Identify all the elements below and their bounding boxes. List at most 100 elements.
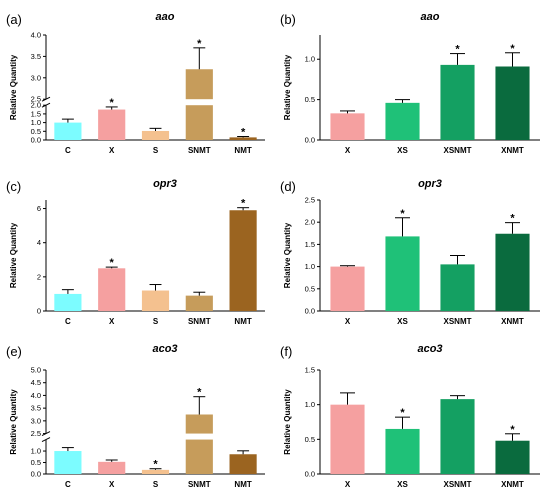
x-tick-label: SNMT (188, 480, 211, 489)
significance-marker: * (400, 208, 405, 220)
significance-marker: * (510, 43, 515, 55)
chart-title: opr3 (418, 178, 442, 190)
bar (185, 295, 213, 311)
y-tick-label: 2.5 (305, 196, 315, 205)
significance-marker: * (455, 44, 460, 56)
x-tick-label: X (109, 480, 115, 489)
chart-title: aao (156, 11, 175, 23)
y-tick-label: 1.0 (31, 118, 41, 127)
bar (385, 236, 420, 311)
x-tick-label: XSNMT (444, 317, 472, 326)
y-tick-label: 1.5 (31, 109, 41, 118)
y-tick-label: 0.5 (305, 435, 315, 444)
panel-c: (c) opr3 Relative Quantity 0 2 4 6 C * X S SNMT * NMT (6, 178, 265, 326)
y-tick-label: 4.0 (31, 391, 41, 400)
y-tick-label: 0.5 (305, 95, 315, 104)
x-tick-label: C (65, 146, 71, 155)
significance-marker: * (197, 387, 202, 399)
x-tick-label: NMT (234, 317, 251, 326)
bar (229, 137, 257, 140)
x-tick-label: XNMT (501, 480, 524, 489)
significance-marker: * (510, 213, 515, 225)
bar (495, 440, 530, 474)
x-tick-label: X (345, 146, 351, 155)
bar (54, 122, 82, 140)
bar (440, 264, 475, 311)
y-tick-label: 0.0 (305, 136, 315, 145)
bar (54, 293, 82, 311)
y-tick-label: 4.0 (31, 31, 41, 40)
x-tick-label: C (65, 317, 71, 326)
x-tick-label: S (153, 146, 159, 155)
y-tick-label: 3.0 (31, 416, 41, 425)
bar (440, 399, 475, 474)
y-tick-label: 1.5 (305, 366, 315, 375)
x-tick-label: S (153, 480, 159, 489)
bar (440, 64, 475, 140)
significance-marker: * (400, 407, 405, 419)
chart-title: opr3 (153, 178, 177, 190)
y-tick-label: 1.0 (305, 400, 315, 409)
x-tick-label: C (65, 480, 71, 489)
bar (229, 210, 257, 311)
x-tick-label: SNMT (188, 146, 211, 155)
x-tick-label: XSNMT (444, 480, 472, 489)
bar (98, 109, 126, 140)
y-tick-label: 2.5 (31, 429, 41, 438)
y-tick-label: 0.5 (31, 127, 41, 136)
y-tick-label: 2.0 (305, 218, 315, 227)
y-axis-title: Relative Quantity (283, 54, 292, 120)
panel-label: (d) (280, 179, 296, 194)
bar (330, 404, 365, 474)
bar (141, 290, 170, 311)
panel-e: (e) aco3 Relative Quantity 0.0 0.5 1.0 2.5 3.0 3… (6, 343, 265, 489)
x-tick-label: X (345, 480, 351, 489)
panel-f: (f) aco3 Relative Quantity 0.0 0.5 1.0 1.5 X * XS… (280, 343, 540, 489)
y-tick-label: 2.0 (31, 101, 41, 110)
y-tick-label: 0 (37, 307, 41, 316)
panel-b: (b) aao Relative Quantity 0.0 0.5 1.0 X XS * XSNM… (280, 11, 540, 155)
y-tick-label: 0.0 (31, 136, 41, 145)
y-tick-label: 0.5 (31, 458, 41, 467)
significance-marker: * (153, 459, 158, 471)
bar (385, 102, 420, 140)
panel-d: (d) opr3 Relative Quantity 0.0 0.5 1.0 1.5 2.0 2… (280, 178, 540, 326)
y-tick-label: 0.0 (31, 470, 41, 479)
x-tick-label: XS (397, 317, 408, 326)
y-tick-label: 2 (37, 272, 41, 281)
y-tick-label: 0.0 (305, 470, 315, 479)
x-tick-label: XNMT (501, 146, 524, 155)
bar (54, 451, 82, 474)
x-tick-label: XSNMT (444, 146, 472, 155)
y-tick-label: 1.5 (305, 240, 315, 249)
x-tick-label: NMT (234, 146, 251, 155)
y-axis-title: Relative Quantity (283, 222, 292, 288)
y-tick-label: 3.0 (31, 73, 41, 82)
panel-label: (c) (6, 179, 21, 194)
x-tick-label: X (109, 317, 115, 326)
bar (141, 469, 170, 474)
y-axis-title: Relative Quantity (9, 222, 18, 288)
y-tick-label: 3.5 (31, 404, 41, 413)
x-tick-label: XS (397, 480, 408, 489)
bar-break-gap (184, 433, 214, 440)
x-tick-label: S (153, 317, 159, 326)
y-axis-title: Relative Quantity (9, 54, 18, 120)
chart-title: aco3 (417, 343, 442, 355)
bar-break-gap (184, 99, 214, 106)
x-tick-label: NMT (234, 480, 251, 489)
y-axis-title: Relative Quantity (283, 389, 292, 455)
bar (185, 414, 213, 474)
significance-marker: * (241, 198, 246, 210)
y-tick-label: 0.5 (305, 284, 315, 293)
y-tick-label: 4 (37, 238, 41, 247)
y-axis-title: Relative Quantity (9, 389, 18, 455)
bar (385, 428, 420, 474)
panel-label: (a) (6, 12, 22, 27)
y-tick-label: 1.0 (305, 55, 315, 64)
y-tick-label: 3.5 (31, 52, 41, 61)
y-tick-label: 1.0 (31, 447, 41, 456)
y-tick-label: 6 (37, 204, 41, 213)
bar (98, 461, 126, 474)
